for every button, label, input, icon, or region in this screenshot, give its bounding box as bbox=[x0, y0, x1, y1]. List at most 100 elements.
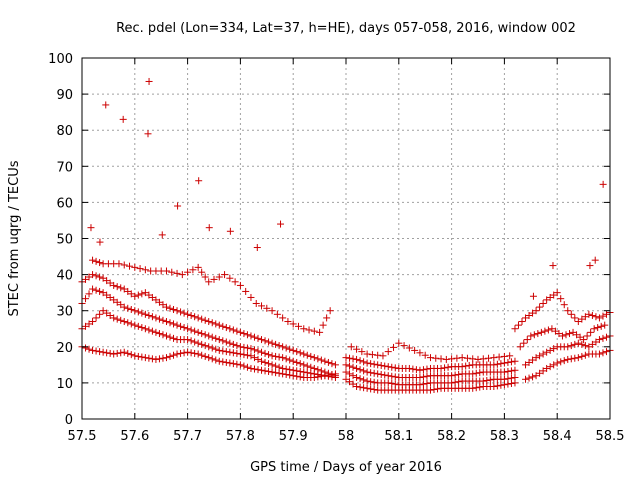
y-tick-label: 100 bbox=[48, 52, 73, 67]
data-point bbox=[534, 330, 542, 338]
data-point bbox=[472, 369, 480, 377]
data-point bbox=[222, 324, 230, 332]
data-point bbox=[367, 385, 375, 393]
data-point bbox=[574, 339, 582, 347]
data-point bbox=[423, 372, 431, 380]
data-point bbox=[131, 307, 139, 315]
data-point bbox=[166, 352, 174, 360]
data-point bbox=[159, 301, 167, 309]
data-point bbox=[405, 364, 413, 372]
data-point bbox=[550, 361, 558, 369]
data-point bbox=[131, 321, 139, 329]
data-point bbox=[550, 345, 558, 353]
data-point bbox=[578, 315, 586, 323]
data-point bbox=[346, 362, 354, 370]
data-point bbox=[536, 352, 544, 360]
data-point bbox=[215, 346, 223, 354]
data-point bbox=[184, 348, 192, 356]
data-point bbox=[236, 361, 244, 369]
data-point bbox=[268, 339, 276, 347]
data-point bbox=[258, 366, 266, 374]
data-point bbox=[229, 340, 237, 348]
data-point bbox=[581, 351, 589, 359]
data-point bbox=[511, 325, 519, 333]
data-point bbox=[289, 320, 297, 328]
data-point bbox=[541, 327, 549, 335]
y-tick-label: 20 bbox=[56, 341, 73, 356]
chart-title: Rec. pdel (Lon=334, Lat=37, h=HE), days … bbox=[116, 21, 576, 36]
data-point bbox=[242, 287, 250, 295]
x-tick-label: 58 bbox=[338, 429, 355, 444]
data-point bbox=[511, 366, 519, 374]
data-point bbox=[145, 77, 153, 85]
data-point bbox=[177, 308, 185, 316]
data-point bbox=[102, 101, 110, 109]
data-point bbox=[184, 310, 192, 318]
data-point bbox=[507, 358, 515, 366]
data-point bbox=[532, 354, 540, 362]
x-tick-label: 57.5 bbox=[68, 429, 97, 444]
data-point bbox=[174, 202, 182, 210]
data-point bbox=[113, 315, 121, 323]
x-tick-labels: 57.5 57.6 57.7 57.8 57.9 58 58.1 58.2 58.3 58.4 58… bbox=[68, 429, 625, 444]
data-point bbox=[265, 367, 273, 375]
data-point bbox=[219, 347, 227, 355]
data-point bbox=[463, 354, 471, 362]
data-point bbox=[136, 265, 144, 273]
data-point bbox=[247, 364, 255, 372]
data-point bbox=[358, 348, 366, 356]
data-point bbox=[184, 268, 192, 276]
data-point bbox=[124, 287, 132, 295]
data-point bbox=[152, 328, 160, 336]
data-point bbox=[595, 350, 603, 358]
data-points bbox=[78, 77, 614, 394]
data-point bbox=[590, 325, 598, 333]
data-point bbox=[265, 351, 273, 359]
data-point bbox=[597, 322, 605, 330]
data-point bbox=[106, 279, 114, 287]
data-point bbox=[113, 283, 121, 291]
data-point bbox=[602, 310, 610, 318]
data-point bbox=[567, 310, 575, 318]
data-point bbox=[89, 318, 97, 326]
data-point bbox=[506, 352, 514, 360]
data-point bbox=[300, 350, 308, 358]
data-point bbox=[134, 322, 142, 330]
data-point bbox=[585, 343, 593, 351]
x-tick-label: 58.3 bbox=[490, 429, 519, 444]
data-point bbox=[272, 340, 280, 348]
data-point bbox=[215, 273, 223, 281]
data-point bbox=[145, 354, 153, 362]
data-point bbox=[279, 343, 287, 351]
data-point bbox=[384, 372, 392, 380]
data-point bbox=[99, 348, 107, 356]
data-point bbox=[261, 349, 269, 357]
data-point bbox=[282, 344, 290, 352]
data-point bbox=[127, 305, 135, 313]
data-point bbox=[265, 338, 273, 346]
data-point bbox=[148, 313, 156, 321]
data-point bbox=[388, 372, 396, 380]
data-point bbox=[472, 384, 480, 392]
data-point bbox=[229, 360, 237, 368]
data-point bbox=[442, 355, 450, 363]
data-point bbox=[89, 346, 97, 354]
data-point bbox=[92, 314, 100, 322]
x-tick-label: 58.4 bbox=[543, 429, 572, 444]
data-point bbox=[543, 364, 551, 372]
data-point bbox=[377, 370, 385, 378]
data-point bbox=[314, 355, 322, 363]
data-point bbox=[92, 272, 100, 280]
data-point bbox=[493, 382, 501, 390]
data-point bbox=[368, 351, 376, 359]
data-point bbox=[537, 328, 545, 336]
data-point bbox=[205, 224, 213, 232]
data-point bbox=[578, 352, 586, 360]
data-point bbox=[530, 331, 538, 339]
data-point bbox=[356, 375, 364, 383]
data-point bbox=[324, 358, 332, 366]
data-point bbox=[170, 351, 178, 359]
data-point bbox=[296, 360, 304, 368]
data-point bbox=[85, 273, 93, 281]
data-point bbox=[486, 376, 494, 384]
